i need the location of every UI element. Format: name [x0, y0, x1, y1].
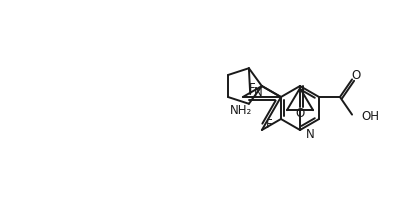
- Text: OH: OH: [361, 110, 379, 123]
- Text: O: O: [352, 69, 361, 82]
- Text: N: N: [254, 85, 262, 99]
- Text: N: N: [306, 128, 315, 140]
- Text: NH₂: NH₂: [230, 105, 252, 117]
- Text: O: O: [295, 107, 305, 120]
- Text: F: F: [266, 117, 272, 130]
- Text: F: F: [249, 82, 255, 94]
